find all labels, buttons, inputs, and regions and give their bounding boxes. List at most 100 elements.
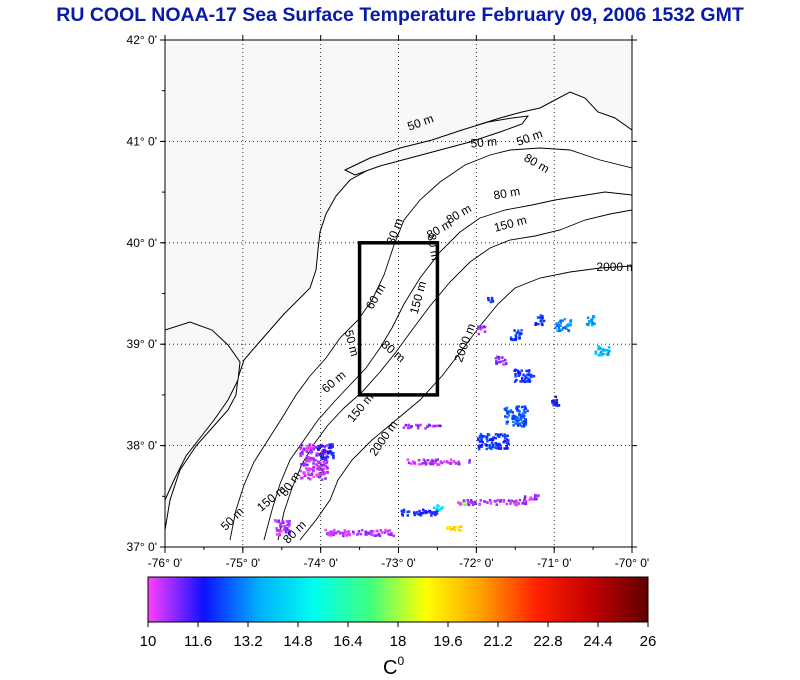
sst-pixel [522,425,525,428]
sst-pixel [532,375,536,378]
sst-pixel [407,423,411,427]
sst-pixel [401,514,404,517]
sst-pixel [602,349,606,352]
sst-pixel [514,375,517,378]
sst-pixel [359,532,363,536]
sst-pixel [569,323,572,327]
sst-pixel [590,320,593,324]
sst-pixel [422,461,425,465]
sst-pixel [345,534,348,537]
sst-pixel [390,532,393,535]
sst-pixel [520,376,524,380]
sst-pixel [428,510,432,513]
sst-pixel [487,297,490,300]
sst-pixel [440,507,443,510]
sst-pixel [512,420,515,424]
sst-pixel [555,399,558,402]
sst-pixel [472,503,475,506]
sst-pixel [370,532,374,535]
sst-pixel [429,462,433,466]
sst-pixel [479,499,482,502]
sst-pixel [477,325,480,328]
sst-pixel [304,463,307,466]
sst-pixel [556,404,559,408]
sst-pixel [317,445,321,448]
sst-pixel [320,468,324,472]
sst-pixel [555,322,558,326]
sst-pixel [597,345,600,348]
sst-pixel [527,372,531,375]
sst-pixel [539,314,543,317]
sst-pixel [494,499,498,503]
sst-pixel [283,526,287,529]
sst-pixel [515,407,518,410]
sst-pixel [284,530,288,534]
sst-pixel [312,459,316,462]
sst-pixel [490,441,494,444]
sst-pixel [591,321,594,324]
sst-pixel [448,461,451,465]
sst-pixel [522,422,526,426]
sst-pixel [432,424,435,428]
sst-pixel [586,316,590,319]
sst-patch-6 [446,525,463,532]
sst-pixel [515,331,518,335]
sst-pixel [322,460,325,464]
sst-pixel [315,473,318,477]
sst-pixel [530,497,533,501]
sst-pixel [495,360,498,363]
sst-pixel [511,411,514,414]
sst-pixel [367,532,371,535]
sst-pixel [553,401,556,404]
contour-label-8: 2000 m [596,260,636,274]
sst-pixel [520,369,523,372]
sst-pixel [325,460,328,463]
sst-pixel [524,407,528,410]
sst-pixel [322,463,326,466]
colorbar-tick-label-0: 10 [140,633,157,650]
sst-pixel [321,472,324,475]
colorbar-tick-label-9: 24.4 [583,633,612,650]
sst-pixel [299,454,302,457]
sst-pixel [421,511,424,515]
sst-pixel [507,439,510,442]
sst-pixel [536,316,540,319]
lon-tick-label-2: -74° 0' [303,556,337,570]
sst-pixel [376,533,379,537]
sst-pixel [479,437,483,440]
sst-pixel [449,458,453,461]
sst-pixel [419,514,423,517]
sst-pixel [392,534,396,538]
sst-pixel [426,511,429,514]
sst-pixel [514,335,518,339]
sst-pixel [523,380,527,384]
sst-patch-22 [551,395,561,408]
sst-pixel [511,338,515,341]
sst-pixel [505,406,509,410]
sst-pixel [436,458,439,461]
sst-pixel [302,462,305,465]
sst-pixel [315,452,319,455]
sst-pixel [592,315,596,318]
sst-pixel [466,501,470,505]
sst-pixel [528,498,531,501]
sst-pixel [513,502,516,505]
sst-pixel [520,332,523,335]
sst-pixel [495,362,498,365]
sst-pixel [541,323,544,327]
sst-pixel [567,329,570,332]
sst-pixel [436,509,439,513]
sst-pixel [434,458,438,462]
sst-pixel [515,419,518,423]
sst-pixel [502,363,505,366]
sst-pixel [332,451,335,455]
sst-pixel [555,324,558,328]
sst-pixel [528,379,531,383]
sst-pixel [306,469,309,472]
sst-pixel [457,526,460,529]
sst-pixel [329,450,333,454]
sst-pixel [316,447,320,451]
sst-pixel [600,351,603,354]
sst-pixel [309,451,313,454]
